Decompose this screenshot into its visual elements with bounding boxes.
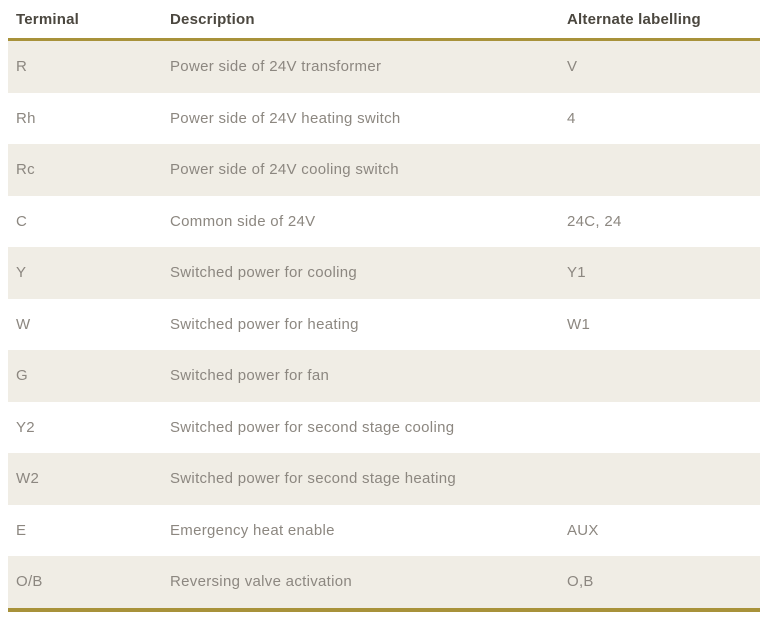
- terminal-cell: E: [16, 521, 27, 539]
- terminal-cell: Y2: [16, 418, 35, 436]
- description-cell: Switched power for cooling: [170, 264, 358, 282]
- description-cell: Switched power for second stage cooling: [170, 418, 455, 436]
- terminal-cell: C: [16, 212, 28, 230]
- table-row: W2 Switched power for second stage heati…: [8, 453, 760, 505]
- description-cell: Switched power for fan: [170, 367, 330, 385]
- terminal-cell: Rh: [16, 109, 36, 127]
- terminal-table: Terminal Description Alternate labelling…: [8, 0, 760, 612]
- description-cell: Reversing valve activation: [170, 573, 353, 591]
- table-row: G Switched power for fan: [8, 350, 760, 402]
- table-header-row: Terminal Description Alternate labelling: [8, 0, 760, 41]
- table-row: R Power side of 24V transformer V: [8, 41, 760, 93]
- alternate-cell: O,B: [567, 573, 594, 591]
- terminal-cell: W2: [16, 470, 40, 488]
- terminal-cell: O/B: [16, 573, 43, 591]
- description-cell: Power side of 24V heating switch: [170, 109, 401, 127]
- terminal-cell: G: [16, 367, 28, 385]
- table-row: Rh Power side of 24V heating switch 4: [8, 92, 760, 144]
- description-cell: Power side of 24V cooling switch: [170, 161, 399, 179]
- description-cell: Power side of 24V transformer: [170, 58, 382, 76]
- table-row: W Switched power for heating W1: [8, 298, 760, 350]
- terminal-cell: R: [16, 58, 28, 76]
- terminal-cell: W: [16, 315, 31, 333]
- table-row: E Emergency heat enable AUX: [8, 504, 760, 556]
- alternate-cell: AUX: [567, 521, 599, 539]
- alternate-cell: 4: [567, 109, 576, 127]
- table-row: C Common side of 24V 24C, 24: [8, 195, 760, 247]
- description-cell: Common side of 24V: [170, 212, 316, 230]
- column-header-description: Description: [170, 10, 255, 28]
- table-row: Y2 Switched power for second stage cooli…: [8, 401, 760, 453]
- terminal-cell: Y: [16, 264, 27, 282]
- column-header-alternate-labelling: Alternate labelling: [567, 10, 701, 28]
- table-body: R Power side of 24V transformer V Rh Pow…: [8, 41, 760, 612]
- table-row: Rc Power side of 24V cooling switch: [8, 144, 760, 196]
- table-row: O/B Reversing valve activation O,B: [8, 556, 760, 608]
- column-header-terminal: Terminal: [16, 10, 80, 28]
- description-cell: Switched power for heating: [170, 315, 359, 333]
- alternate-cell: V: [567, 58, 578, 76]
- terminal-cell: Rc: [16, 161, 35, 179]
- alternate-cell: 24C, 24: [567, 212, 622, 230]
- description-cell: Switched power for second stage heating: [170, 470, 457, 488]
- alternate-cell: Y1: [567, 264, 586, 282]
- description-cell: Emergency heat enable: [170, 521, 335, 539]
- table-row: Y Switched power for cooling Y1: [8, 247, 760, 299]
- alternate-cell: W1: [567, 315, 591, 333]
